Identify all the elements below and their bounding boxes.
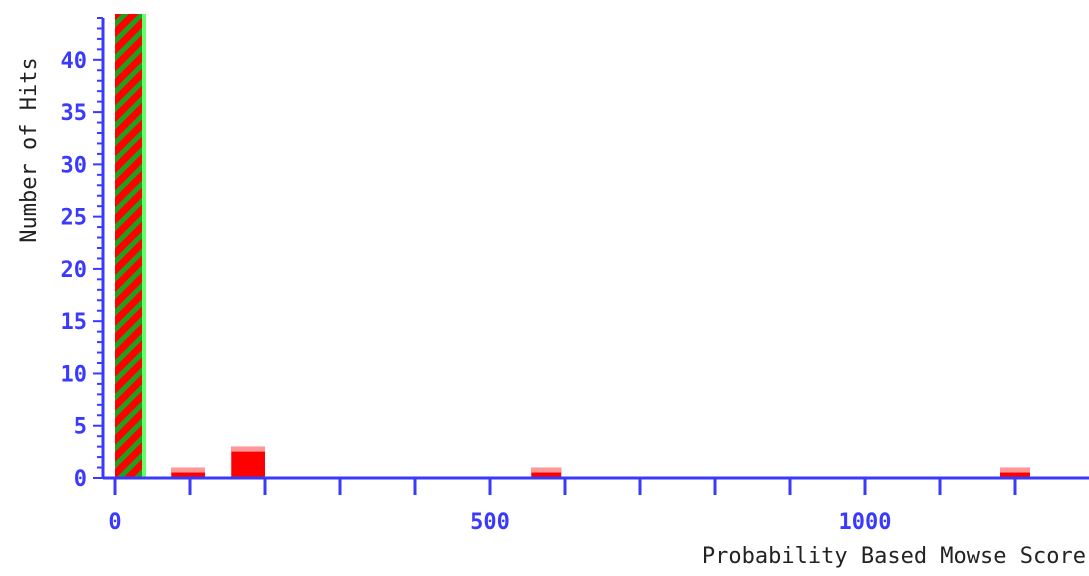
y-tick-label-35: 35 xyxy=(61,101,88,126)
histogram-bar-0-edge xyxy=(142,14,146,478)
histogram-bar-3 xyxy=(531,467,562,478)
y-axis-title: Number of Hits xyxy=(17,57,42,242)
x-tick-label-500: 500 xyxy=(470,510,510,535)
labels-layer: 0 5 10 15 20 25 30 35 40 0 500 1000 xyxy=(61,49,892,535)
bars-layer xyxy=(115,14,1030,478)
histogram-bar-2-top xyxy=(231,446,265,452)
y-tick-label-5: 5 xyxy=(74,415,87,440)
y-tick-label-15: 15 xyxy=(61,310,88,335)
y-tick-label-40: 40 xyxy=(61,49,88,74)
x-axis-title: Probability Based Mowse Score xyxy=(702,544,1086,569)
y-tick-label-25: 25 xyxy=(61,206,88,231)
y-tick-label-10: 10 xyxy=(61,362,88,387)
histogram-bar-1 xyxy=(171,467,205,478)
y-tick-label-20: 20 xyxy=(61,258,88,283)
histogram-bar-2 xyxy=(231,446,265,478)
axes-layer xyxy=(93,17,1089,495)
x-tick-label-1000: 1000 xyxy=(839,510,892,535)
histogram-bar-0 xyxy=(115,14,145,478)
y-tick-label-30: 30 xyxy=(61,153,88,178)
histogram-bar-4 xyxy=(1000,467,1030,478)
x-tick-label-0: 0 xyxy=(108,510,121,535)
y-tick-label-0: 0 xyxy=(74,467,87,492)
histogram-bar-4-top xyxy=(1000,467,1030,473)
histogram-bar-1-top xyxy=(171,467,205,473)
histogram-bar-3-top xyxy=(531,467,562,473)
